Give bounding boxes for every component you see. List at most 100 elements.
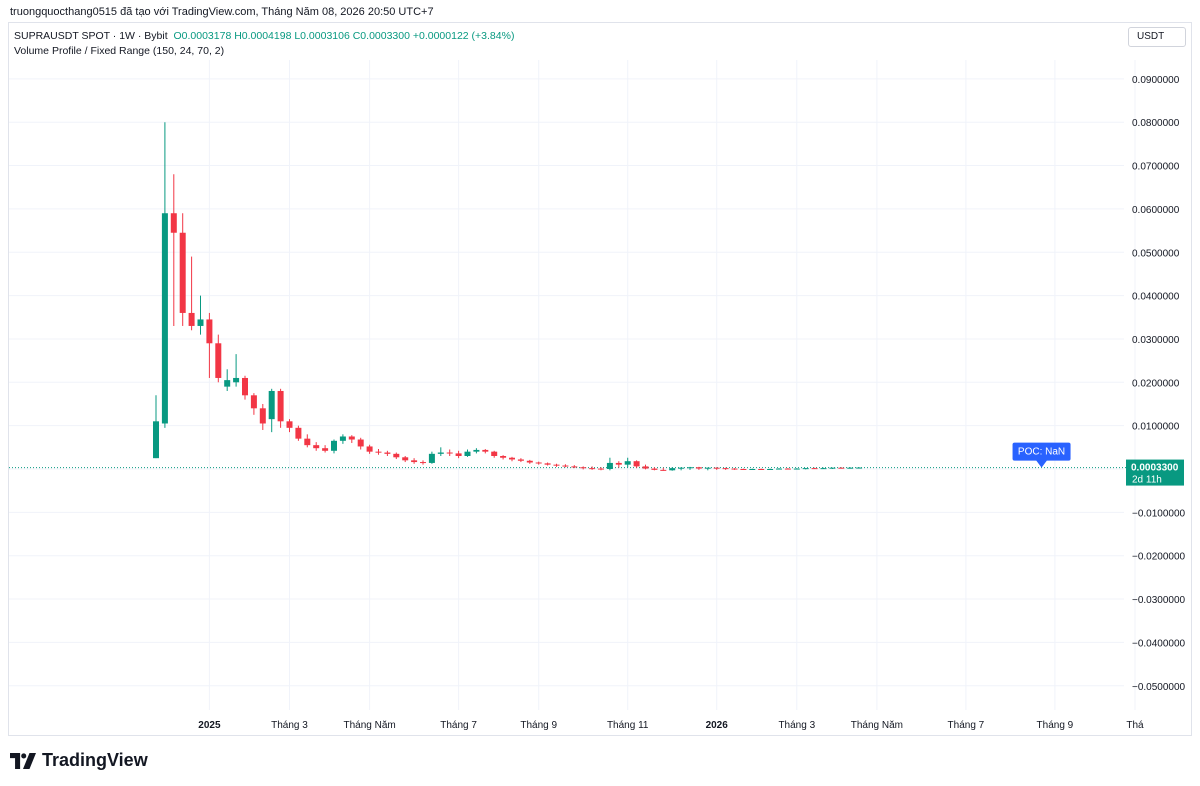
candle[interactable] xyxy=(606,457,613,471)
candle-body xyxy=(215,343,222,378)
candle[interactable] xyxy=(526,459,533,464)
candle[interactable] xyxy=(580,466,587,470)
candle[interactable] xyxy=(259,403,266,430)
candle-body xyxy=(509,457,515,460)
candle[interactable] xyxy=(295,425,302,441)
candle[interactable] xyxy=(731,468,738,470)
candle-body xyxy=(624,461,631,465)
candle[interactable] xyxy=(660,467,667,471)
candle[interactable] xyxy=(250,393,257,415)
candle[interactable] xyxy=(562,464,569,468)
candle[interactable] xyxy=(767,468,774,470)
candle[interactable] xyxy=(517,458,524,463)
candle[interactable] xyxy=(829,467,836,469)
candle[interactable] xyxy=(553,463,560,467)
candle[interactable] xyxy=(802,468,809,470)
candle[interactable] xyxy=(687,466,693,470)
candle[interactable] xyxy=(776,468,782,470)
candle[interactable] xyxy=(357,437,364,450)
candle[interactable] xyxy=(197,295,204,335)
candle[interactable] xyxy=(268,388,275,433)
tradingview-logo[interactable]: TradingView xyxy=(10,750,148,771)
candle[interactable] xyxy=(713,467,720,470)
candle[interactable] xyxy=(473,448,480,454)
candle[interactable] xyxy=(153,395,159,459)
candle[interactable] xyxy=(722,467,729,470)
candle[interactable] xyxy=(313,442,320,451)
candle[interactable] xyxy=(179,213,186,326)
candle[interactable] xyxy=(464,449,471,457)
candle[interactable] xyxy=(651,467,658,471)
candle[interactable] xyxy=(695,466,702,470)
candle[interactable] xyxy=(420,460,426,465)
candle[interactable] xyxy=(544,462,551,466)
candle[interactable] xyxy=(170,174,177,326)
candle[interactable] xyxy=(624,457,631,468)
candle[interactable] xyxy=(446,449,453,456)
candle[interactable] xyxy=(633,460,640,469)
candle[interactable] xyxy=(793,468,800,470)
ohlc-values: O0.0003178 H0.0004198 L0.0003106 C0.0003… xyxy=(173,30,515,42)
candle[interactable] xyxy=(856,467,863,469)
candle[interactable] xyxy=(233,354,240,387)
x-tick-label: Tháng 3 xyxy=(778,720,815,731)
candle[interactable] xyxy=(704,467,711,471)
candle[interactable] xyxy=(331,439,337,454)
indicator-label[interactable]: Volume Profile / Fixed Range (150, 24, 7… xyxy=(14,45,225,57)
candle[interactable] xyxy=(615,461,622,468)
candle[interactable] xyxy=(838,467,845,469)
candle[interactable] xyxy=(589,466,596,470)
candle[interactable] xyxy=(500,455,507,460)
candle[interactable] xyxy=(535,461,542,465)
candle[interactable] xyxy=(215,334,222,383)
currency-button[interactable]: USDT xyxy=(1128,27,1186,47)
candle[interactable] xyxy=(322,445,329,453)
candle[interactable] xyxy=(669,467,676,471)
candle-body xyxy=(740,469,747,470)
candle[interactable] xyxy=(206,312,213,378)
candle[interactable] xyxy=(375,449,382,455)
candle-body xyxy=(357,439,364,447)
brand-name: TradingView xyxy=(42,750,148,770)
candle[interactable] xyxy=(509,456,515,462)
candle[interactable] xyxy=(286,419,293,433)
poc-marker: POC: NaN xyxy=(1012,442,1071,468)
candle[interactable] xyxy=(188,256,195,331)
candle[interactable] xyxy=(598,467,604,471)
x-tick-label: 2025 xyxy=(198,720,221,731)
y-axis: 0.0900000 0.0800000 0.0700000 0.0600000 0.05… xyxy=(1132,75,1186,693)
candle[interactable] xyxy=(384,450,391,456)
candle[interactable] xyxy=(455,450,462,459)
candle[interactable] xyxy=(437,447,444,456)
candle[interactable] xyxy=(749,468,756,470)
candle[interactable] xyxy=(277,388,284,428)
candle[interactable] xyxy=(242,375,248,400)
candle[interactable] xyxy=(366,444,373,454)
candle[interactable] xyxy=(348,435,355,443)
candle[interactable] xyxy=(304,434,311,448)
y-tick-label: −0.0100000 xyxy=(1132,508,1186,519)
candle[interactable] xyxy=(784,468,791,470)
candle[interactable] xyxy=(161,122,168,428)
candle[interactable] xyxy=(820,467,827,470)
candle[interactable] xyxy=(411,458,418,464)
candle[interactable] xyxy=(758,468,765,470)
candle[interactable] xyxy=(339,434,346,444)
candle[interactable] xyxy=(224,369,231,391)
candle[interactable] xyxy=(678,467,685,471)
candle[interactable] xyxy=(393,452,400,460)
x-tick-label: Tháng 9 xyxy=(520,720,557,731)
x-tick-label: Tháng 3 xyxy=(271,720,308,731)
candle[interactable] xyxy=(642,464,649,470)
candle[interactable] xyxy=(847,467,854,469)
candle[interactable] xyxy=(491,450,498,458)
candle[interactable] xyxy=(571,465,578,469)
candle[interactable] xyxy=(428,451,435,464)
candle[interactable] xyxy=(740,468,747,470)
candle-body xyxy=(268,390,275,420)
candle[interactable] xyxy=(811,467,818,470)
candle[interactable] xyxy=(482,449,489,454)
candle[interactable] xyxy=(402,455,409,463)
symbol-label[interactable]: SUPRAUSDT SPOT · 1W · Bybit xyxy=(14,30,168,42)
